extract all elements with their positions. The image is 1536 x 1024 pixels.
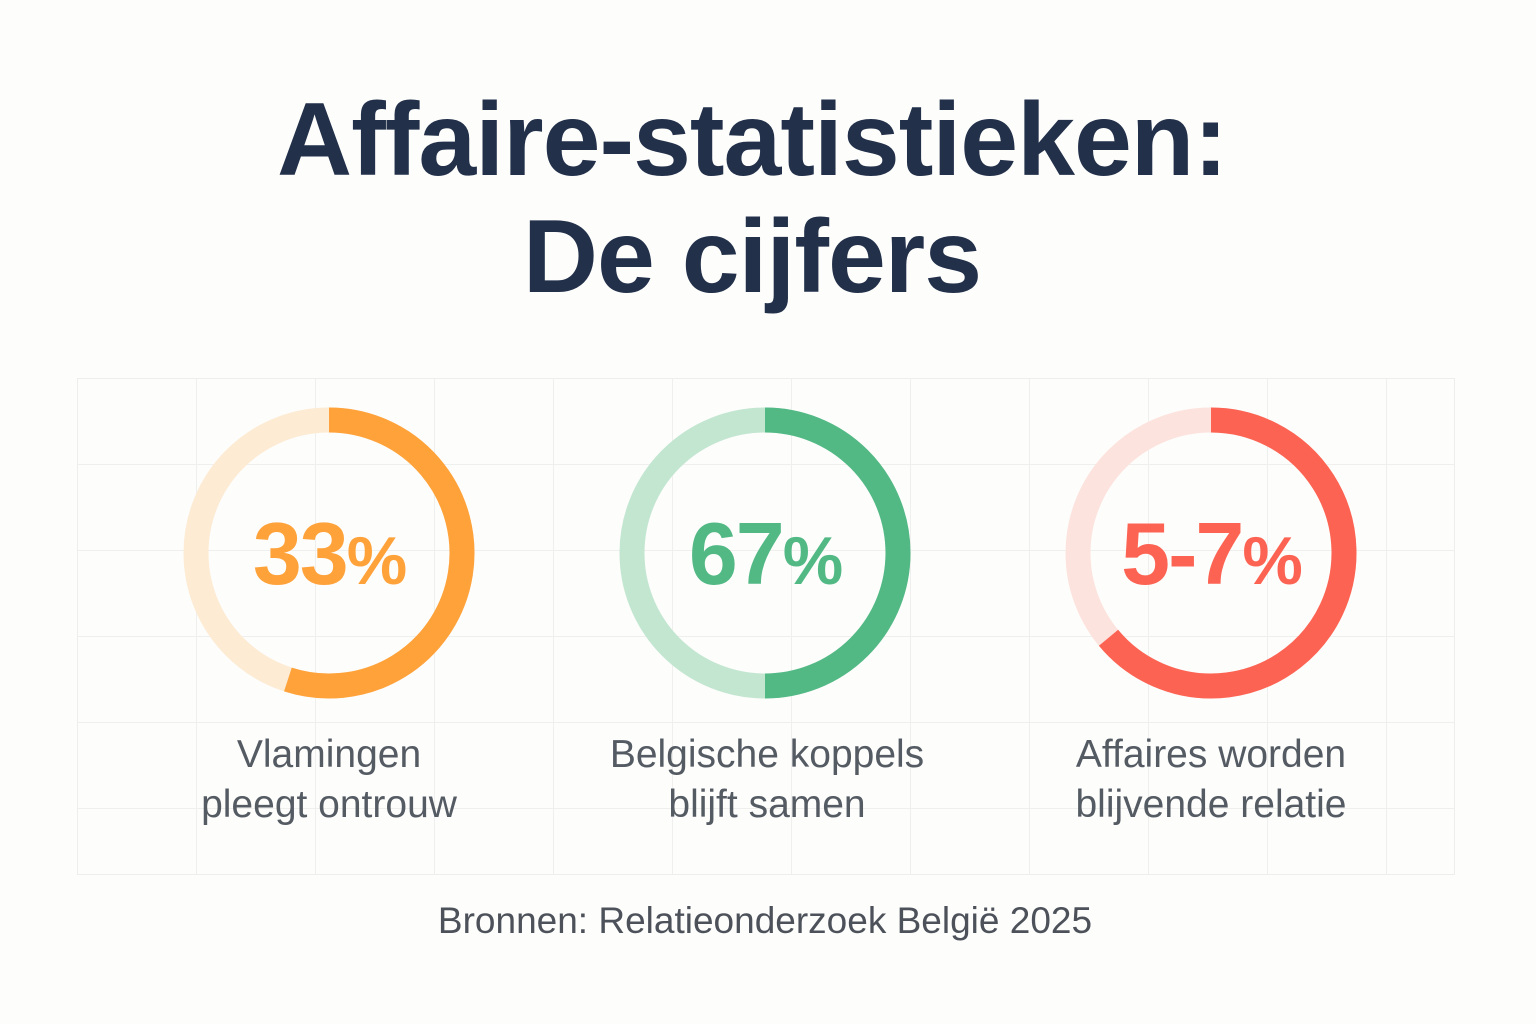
source-footer: Bronnen: Relatieonderzoek België 2025 [437, 900, 1093, 941]
ring-arc-3 [1098, 407, 1357, 699]
stat-value-1: 33% [252, 504, 407, 603]
title-line-1: Affaire-statistieken: [277, 82, 1228, 198]
ring-arc-1 [284, 407, 475, 699]
stat-value-3: 5-7% [1121, 504, 1303, 603]
stat-label-2: Belgische koppels blijft samen [609, 733, 925, 826]
stat-label-3: Affaires worden blijvende relatie [1075, 733, 1347, 826]
stat-label-1: Vlamingen pleegt ontrouw [201, 733, 457, 826]
ring-arc-2 [764, 407, 911, 699]
stat-value-2: 67% [688, 504, 843, 603]
grid-panel [77, 378, 1455, 875]
title-line-2: De cijfers [522, 199, 982, 315]
